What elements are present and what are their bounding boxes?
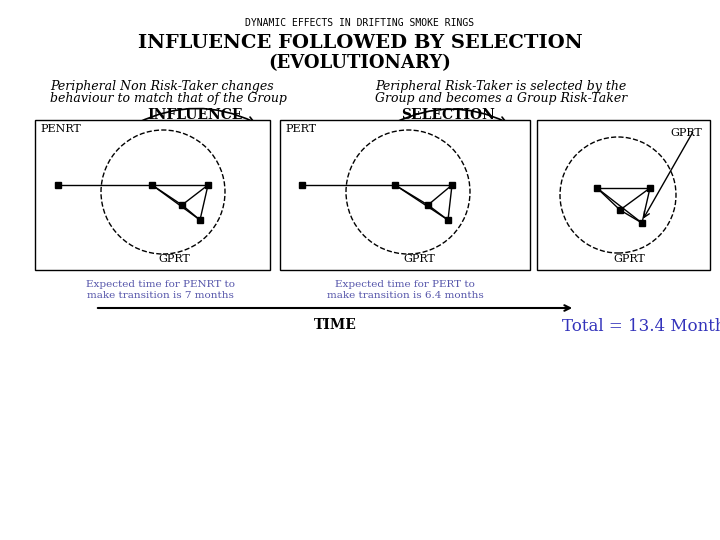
- Bar: [280, 120, 530, 270]
- Text: behaviour to match that of the Group: behaviour to match that of the Group: [50, 92, 287, 105]
- Text: Peripheral Risk-Taker is selected by the: Peripheral Risk-Taker is selected by the: [375, 80, 626, 93]
- Text: Expected time for PENRT to: Expected time for PENRT to: [86, 280, 235, 289]
- Text: make transition is 7 months: make transition is 7 months: [86, 291, 233, 300]
- Text: GPRT: GPRT: [670, 128, 702, 138]
- Text: (EVOLUTIONARY): (EVOLUTIONARY): [269, 54, 451, 72]
- FancyArrowPatch shape: [395, 109, 506, 123]
- Text: TIME: TIME: [314, 318, 356, 332]
- Text: GPRT: GPRT: [613, 254, 644, 264]
- Text: SELECTION: SELECTION: [401, 108, 495, 122]
- Text: INFLUENCE FOLLOWED BY SELECTION: INFLUENCE FOLLOWED BY SELECTION: [138, 34, 582, 52]
- Text: PERT: PERT: [285, 124, 316, 134]
- Text: make transition is 6.4 months: make transition is 6.4 months: [327, 291, 483, 300]
- Bar: [537, 120, 710, 270]
- Text: Expected time for PERT to: Expected time for PERT to: [335, 280, 475, 289]
- Text: GPRT: GPRT: [158, 254, 190, 264]
- Bar: [35, 120, 270, 270]
- Text: Peripheral Non Risk-Taker changes: Peripheral Non Risk-Taker changes: [50, 80, 274, 93]
- Text: DYNAMIC EFFECTS IN DRIFTING SMOKE RINGS: DYNAMIC EFFECTS IN DRIFTING SMOKE RINGS: [246, 18, 474, 28]
- Text: GPRT: GPRT: [403, 254, 435, 264]
- Text: Group and becomes a Group Risk-Taker: Group and becomes a Group Risk-Taker: [375, 92, 627, 105]
- Text: INFLUENCE: INFLUENCE: [148, 108, 243, 122]
- Text: PENRT: PENRT: [40, 124, 81, 134]
- FancyArrowPatch shape: [138, 109, 254, 123]
- Text: Total = 13.4 Months: Total = 13.4 Months: [562, 318, 720, 335]
